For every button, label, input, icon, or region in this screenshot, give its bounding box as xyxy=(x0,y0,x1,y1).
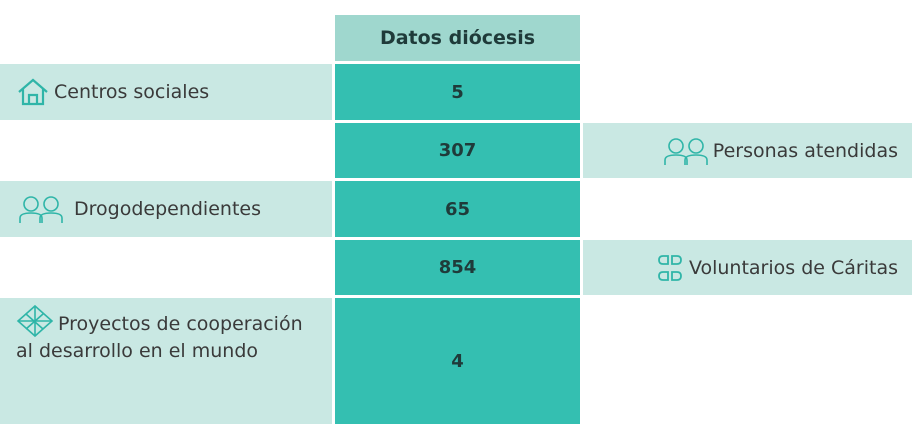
people-icon xyxy=(19,196,63,223)
row-label-cell: Drogodependientes xyxy=(0,181,332,237)
row-label-cell: Personas atendidas xyxy=(583,123,912,178)
value-cell: 307 xyxy=(335,123,580,178)
row-label: Proyectos de cooperación al desarrollo e… xyxy=(16,313,303,362)
value-cell: 5 xyxy=(335,64,580,120)
people-icon xyxy=(663,137,708,165)
row-label: Drogodependientes xyxy=(74,198,261,220)
row-value: 854 xyxy=(438,257,477,278)
row-value: 65 xyxy=(444,198,471,220)
house-icon xyxy=(18,78,48,106)
value-cell: 854 xyxy=(335,240,580,295)
row-value: 307 xyxy=(438,140,477,161)
row-label-cell: Voluntarios de Cáritas xyxy=(583,240,912,295)
header-title: Datos diócesis xyxy=(379,27,536,49)
row-value: 5 xyxy=(451,81,464,103)
row-label: Personas atendidas xyxy=(712,139,898,162)
row-value: 4 xyxy=(451,350,464,372)
row-label: Voluntarios de Cáritas xyxy=(688,256,898,279)
value-cell: 4 xyxy=(335,298,580,424)
row-label-cell: Proyectos de cooperación al desarrollo e… xyxy=(0,298,332,424)
row-label-wrap: Proyectos de cooperación al desarrollo e… xyxy=(16,304,316,365)
globe-icon xyxy=(16,304,54,338)
caritas-icon xyxy=(658,254,682,281)
row-label: Centros sociales xyxy=(54,81,210,103)
row-label-cell: Centros sociales xyxy=(0,64,332,120)
header-cell: Datos diócesis xyxy=(335,15,580,61)
value-cell: 65 xyxy=(335,181,580,237)
